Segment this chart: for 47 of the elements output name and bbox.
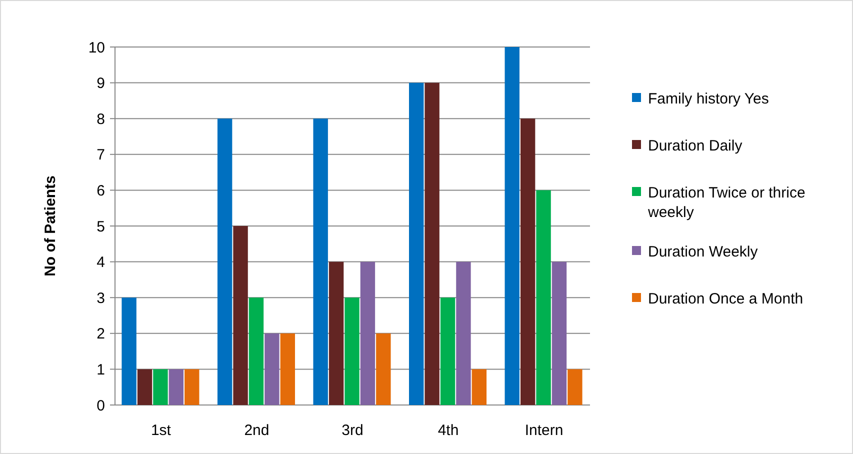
bar (456, 262, 471, 405)
bar (409, 82, 424, 405)
y-tick-label: 8 (96, 110, 105, 128)
bar (440, 298, 456, 405)
y-tick-label: 6 (96, 182, 105, 200)
bar (472, 369, 487, 405)
bar (520, 118, 536, 405)
y-tick-label: 3 (96, 290, 105, 307)
legend-label: Duration Daily (648, 137, 743, 154)
y-tick-label: 5 (96, 218, 105, 236)
bar (344, 298, 360, 405)
bar (568, 369, 582, 405)
y-tick-label: 2 (96, 326, 105, 343)
bar (376, 333, 391, 405)
y-tick-label: 9 (96, 75, 105, 92)
bar (248, 298, 264, 405)
legend-label: Duration Twice or thrice weekly (647, 184, 806, 221)
legend-label: Duration Once a Month (648, 290, 804, 308)
bar (328, 262, 344, 405)
y-tick-label: 4 (96, 254, 105, 272)
bar (360, 262, 376, 405)
bar (264, 333, 280, 405)
x-tick-label: 2nd (244, 422, 270, 439)
legend-label: Family history Yes (648, 90, 769, 108)
bar (153, 369, 168, 405)
bar (536, 190, 551, 405)
bar (168, 369, 184, 405)
bar (217, 118, 232, 405)
y-tick-label: 10 (88, 39, 105, 56)
x-tick-label: 3rd (342, 422, 364, 439)
x-tick-label: 1st (150, 422, 172, 439)
bar (313, 118, 328, 405)
y-tick-label: 0 (96, 397, 105, 414)
bar (184, 369, 200, 405)
y-axis-title: No of Patients (42, 176, 59, 276)
x-tick-label: 4th (438, 422, 459, 439)
bar (137, 369, 152, 405)
bar (122, 298, 136, 405)
bar (233, 226, 248, 405)
x-tick-label: Intern (524, 422, 564, 439)
y-tick-label: 7 (96, 146, 105, 164)
bar (504, 47, 520, 405)
bar (280, 333, 295, 405)
y-tick-label: 1 (96, 361, 105, 378)
bar (552, 262, 567, 405)
bar (424, 82, 440, 405)
legend-label: Duration Weekly (648, 243, 758, 260)
